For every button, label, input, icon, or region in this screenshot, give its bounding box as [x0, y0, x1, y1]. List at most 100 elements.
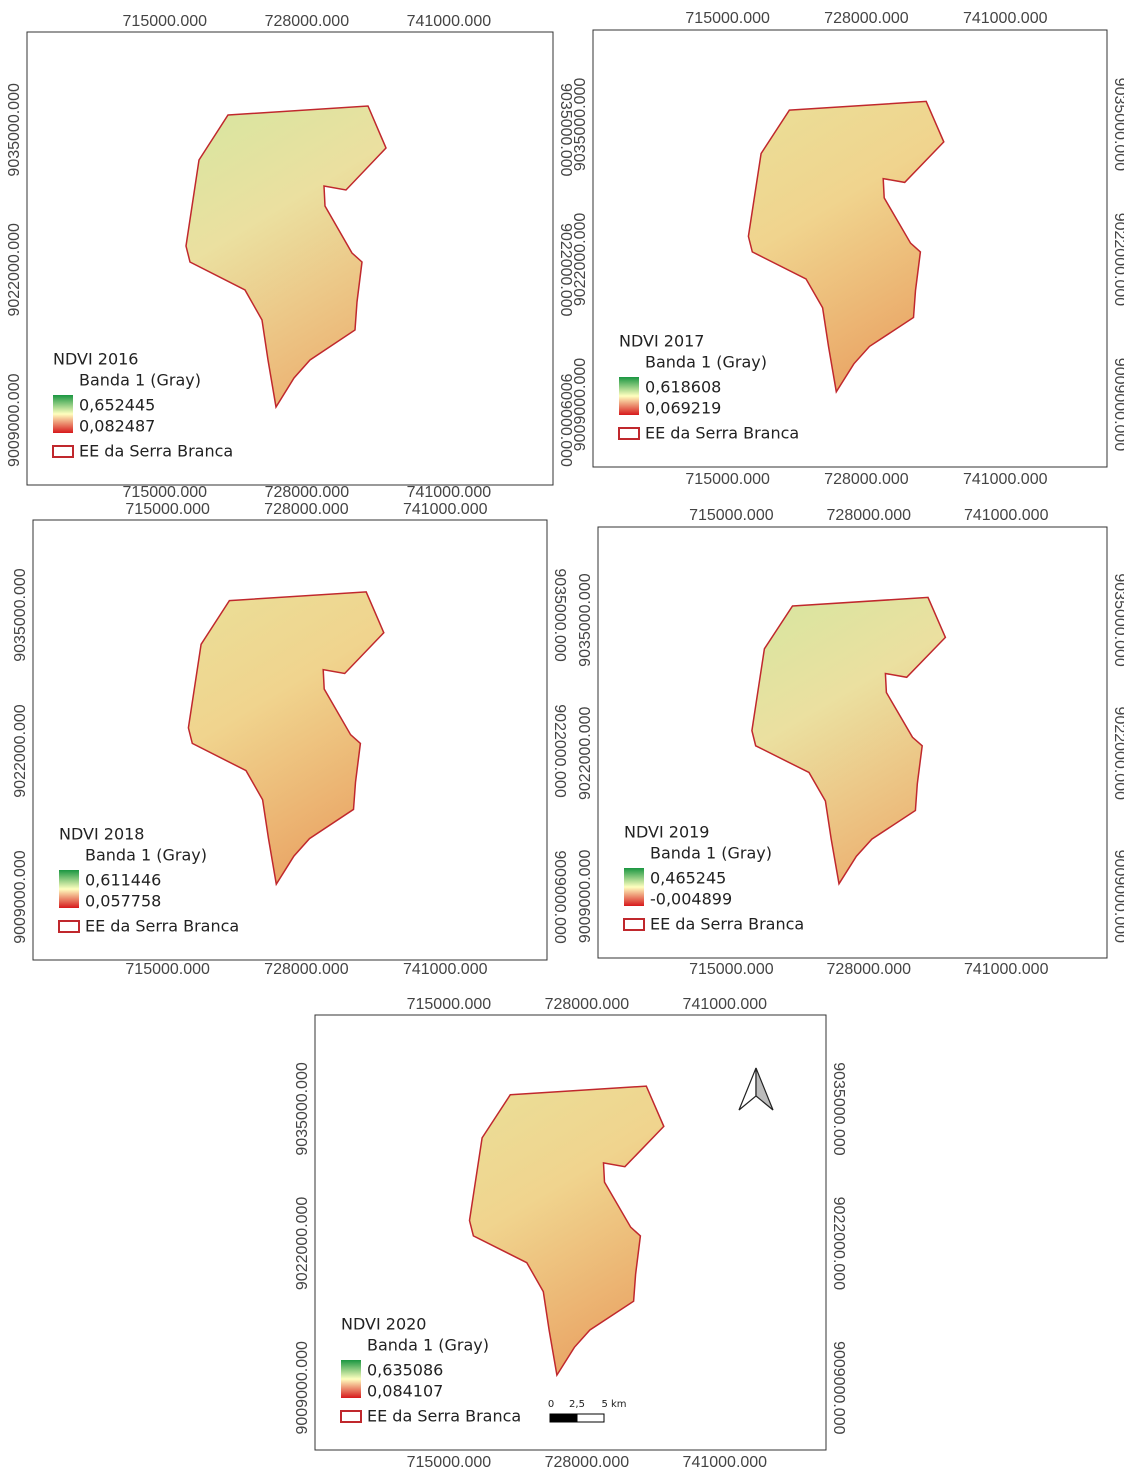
y-coord-label: 9022000.000: [294, 1197, 311, 1291]
y-coord-label: 9009000.000: [1111, 358, 1124, 452]
legend-band: Banda 1 (Gray): [85, 846, 207, 865]
x-coord-label: 728000.000: [265, 13, 350, 30]
map-panel: 715000.000 715000.000 728000.000 728000.000…: [6, 13, 574, 501]
figure: 715000.000715000.000728000.000728000.000…: [0, 0, 1124, 1473]
legend-max: 0,635086: [367, 1361, 443, 1380]
x-coord-label: 715000.000: [123, 484, 208, 501]
y-coord-label: 9022000.000: [577, 706, 594, 800]
scale-bar-black: [550, 1414, 577, 1422]
y-coord-label: 9035000.000: [1111, 78, 1124, 172]
legend-max: 0,465245: [650, 869, 726, 888]
x-coord-label: 728000.000: [545, 996, 630, 1013]
legend-max: 0,611446: [85, 871, 161, 890]
y-coord-label: 9009000.000: [294, 1341, 311, 1435]
y-coord-label: 9009000.000: [551, 850, 568, 944]
legend-min: 0,069219: [645, 399, 721, 418]
legend-min: 0,057758: [85, 892, 161, 911]
legend-max: 0,618608: [645, 378, 721, 397]
y-coord-label: 9035000.000: [830, 1062, 847, 1156]
x-coord-label: 741000.000: [407, 484, 492, 501]
x-coord-label: 741000.000: [683, 1454, 768, 1471]
x-coord-label: 728000.000: [827, 961, 912, 978]
legend-band: Banda 1 (Gray): [367, 1336, 489, 1355]
map-panel: 715000.000 715000.000 728000.000 728000.000…: [12, 501, 568, 978]
x-coord-label: 741000.000: [403, 961, 488, 978]
x-coord-label: 741000.000: [964, 507, 1049, 524]
y-coord-label: 9009000.000: [830, 1341, 847, 1435]
x-coord-label: 728000.000: [824, 10, 909, 27]
x-coord-label: 715000.000: [125, 501, 210, 518]
x-coord-label: 715000.000: [689, 961, 774, 978]
legend-min: 0,082487: [79, 417, 155, 436]
x-coord-label: 715000.000: [407, 996, 492, 1013]
y-coord-label: 9009000.000: [572, 358, 589, 452]
x-coord-label: 741000.000: [407, 13, 492, 30]
y-coord-label: 9022000.000: [557, 223, 574, 317]
y-coord-label: 9035000.000: [577, 573, 594, 667]
y-coord-label: 9022000.000: [1111, 707, 1124, 801]
scale-bar-label: 0: [548, 1399, 554, 1410]
y-coord-label: 9035000.000: [1111, 573, 1124, 667]
y-coord-label: 9009000.000: [6, 373, 23, 467]
legend-title: NDVI 2017: [619, 332, 704, 351]
x-coord-label: 728000.000: [824, 471, 909, 488]
x-coord-label: 728000.000: [545, 1454, 630, 1471]
page: 715000.000715000.000728000.000728000.000…: [0, 0, 1124, 1473]
y-coord-label: 9009000.000: [1111, 850, 1124, 944]
x-coord-label: 741000.000: [683, 996, 768, 1013]
y-coord-label: 9022000.000: [551, 704, 568, 798]
y-coord-label: 9035000.000: [551, 568, 568, 662]
legend-ramp: [341, 1360, 361, 1398]
x-coord-label: 715000.000: [685, 10, 770, 27]
legend-ramp: [53, 395, 73, 433]
y-coord-label: 9022000.000: [12, 704, 29, 798]
scale-bar-label: 2,5: [569, 1399, 585, 1410]
y-coord-label: 9035000.000: [294, 1062, 311, 1156]
x-coord-label: 715000.000: [125, 961, 210, 978]
y-coord-label: 9035000.000: [12, 568, 29, 662]
map-panel: 715000.000 715000.000 728000.000 728000.000…: [572, 10, 1124, 488]
legend-band: Banda 1 (Gray): [79, 371, 201, 390]
scale-bar-label: 5 km: [601, 1399, 626, 1410]
y-coord-label: 9022000.000: [830, 1197, 847, 1291]
y-coord-label: 9022000.000: [1111, 213, 1124, 307]
y-coord-label: 9009000.000: [577, 850, 594, 944]
legend-title: NDVI 2016: [53, 350, 138, 369]
x-coord-label: 728000.000: [264, 961, 349, 978]
y-coord-label: 9009000.000: [12, 850, 29, 944]
legend-band: Banda 1 (Gray): [650, 844, 772, 863]
x-coord-label: 728000.000: [827, 507, 912, 524]
legend-ramp: [59, 870, 79, 908]
x-coord-label: 715000.000: [685, 471, 770, 488]
legend-title: NDVI 2018: [59, 825, 144, 844]
legend-ramp: [624, 868, 644, 906]
x-coord-label: 741000.000: [964, 961, 1049, 978]
legend-band: Banda 1 (Gray): [645, 353, 767, 372]
legend-ramp: [619, 377, 639, 415]
x-coord-label: 715000.000: [123, 13, 208, 30]
map-panel: 715000.000 715000.000 728000.000 728000.000…: [577, 507, 1124, 978]
legend-boundary: EE da Serra Branca: [85, 917, 239, 936]
y-coord-label: 9035000.000: [6, 83, 23, 177]
legend-min: 0,084107: [367, 1382, 443, 1401]
scale-bar-white: [577, 1414, 604, 1422]
legend-min: -0,004899: [650, 890, 732, 909]
legend-title: NDVI 2020: [341, 1315, 426, 1334]
x-coord-label: 715000.000: [407, 1454, 492, 1471]
y-coord-label: 9022000.000: [572, 213, 589, 307]
legend-title: NDVI 2019: [624, 823, 709, 842]
y-coord-label: 9035000.000: [557, 83, 574, 177]
x-coord-label: 741000.000: [963, 10, 1048, 27]
legend-boundary: EE da Serra Branca: [367, 1407, 521, 1426]
x-coord-label: 741000.000: [403, 501, 488, 518]
y-coord-label: 9035000.000: [572, 78, 589, 172]
x-coord-label: 728000.000: [264, 501, 349, 518]
legend-boundary: EE da Serra Branca: [650, 915, 804, 934]
x-coord-label: 741000.000: [963, 471, 1048, 488]
x-coord-label: 728000.000: [265, 484, 350, 501]
legend-boundary: EE da Serra Branca: [79, 442, 233, 461]
x-coord-label: 715000.000: [689, 507, 774, 524]
legend-max: 0,652445: [79, 396, 155, 415]
legend-boundary: EE da Serra Branca: [645, 424, 799, 443]
y-coord-label: 9022000.000: [6, 223, 23, 317]
